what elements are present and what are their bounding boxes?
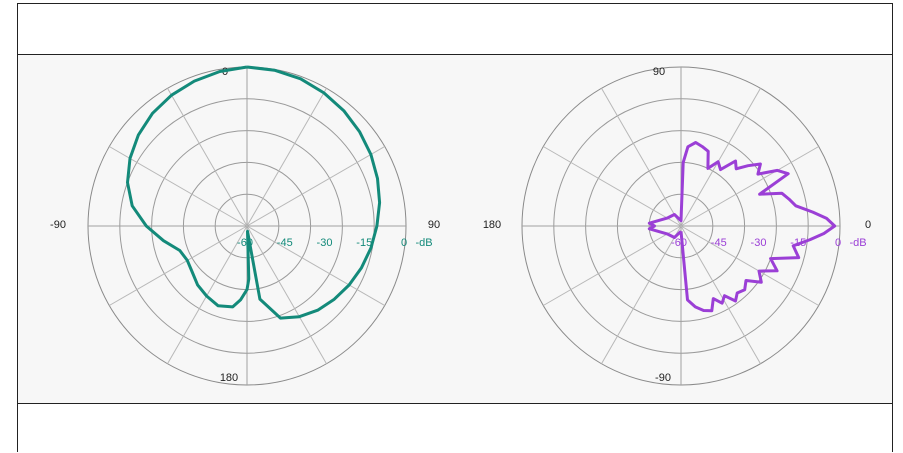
angle-label-right: 0 bbox=[865, 219, 871, 231]
grid-spoke bbox=[109, 225, 248, 306]
angle-label-left: -90 bbox=[50, 219, 66, 231]
angle-label-left: 180 bbox=[483, 219, 501, 231]
radial-unit-label: -dB bbox=[849, 237, 866, 249]
grid-spoke bbox=[680, 146, 819, 227]
grid-spoke bbox=[543, 225, 682, 306]
angle-label-bottom: -90 bbox=[655, 372, 671, 384]
angle-label-bottom: 180 bbox=[220, 372, 238, 384]
radial-tick-label: 0 bbox=[401, 237, 407, 249]
grid-spoke bbox=[601, 88, 682, 227]
grid-spoke bbox=[680, 225, 761, 364]
radial-tick-label: 0 bbox=[835, 237, 841, 249]
radial-tick-label: -45 bbox=[277, 237, 293, 249]
grid-spoke bbox=[167, 88, 248, 227]
grid-spoke bbox=[246, 225, 327, 364]
grid-spoke bbox=[246, 146, 385, 227]
grid-spoke bbox=[246, 88, 327, 227]
radial-tick-label: -30 bbox=[751, 237, 767, 249]
radial-unit-label: -dB bbox=[415, 237, 432, 249]
grid-spoke bbox=[680, 88, 761, 227]
radial-tick-label: -30 bbox=[317, 237, 333, 249]
series-line bbox=[647, 141, 837, 313]
radial-tick-label: -15 bbox=[356, 237, 372, 249]
grid-spoke bbox=[601, 225, 682, 364]
grid-spoke bbox=[109, 146, 248, 227]
grid-spoke bbox=[543, 146, 682, 227]
angle-label-top: 90 bbox=[653, 66, 665, 78]
grid-spoke bbox=[246, 225, 385, 306]
radial-tick-label: -60 bbox=[671, 237, 687, 249]
angle-label-right: 90 bbox=[428, 219, 440, 231]
grid-spoke bbox=[680, 225, 819, 306]
radial-tick-label: -45 bbox=[711, 237, 727, 249]
series-line bbox=[126, 65, 382, 320]
